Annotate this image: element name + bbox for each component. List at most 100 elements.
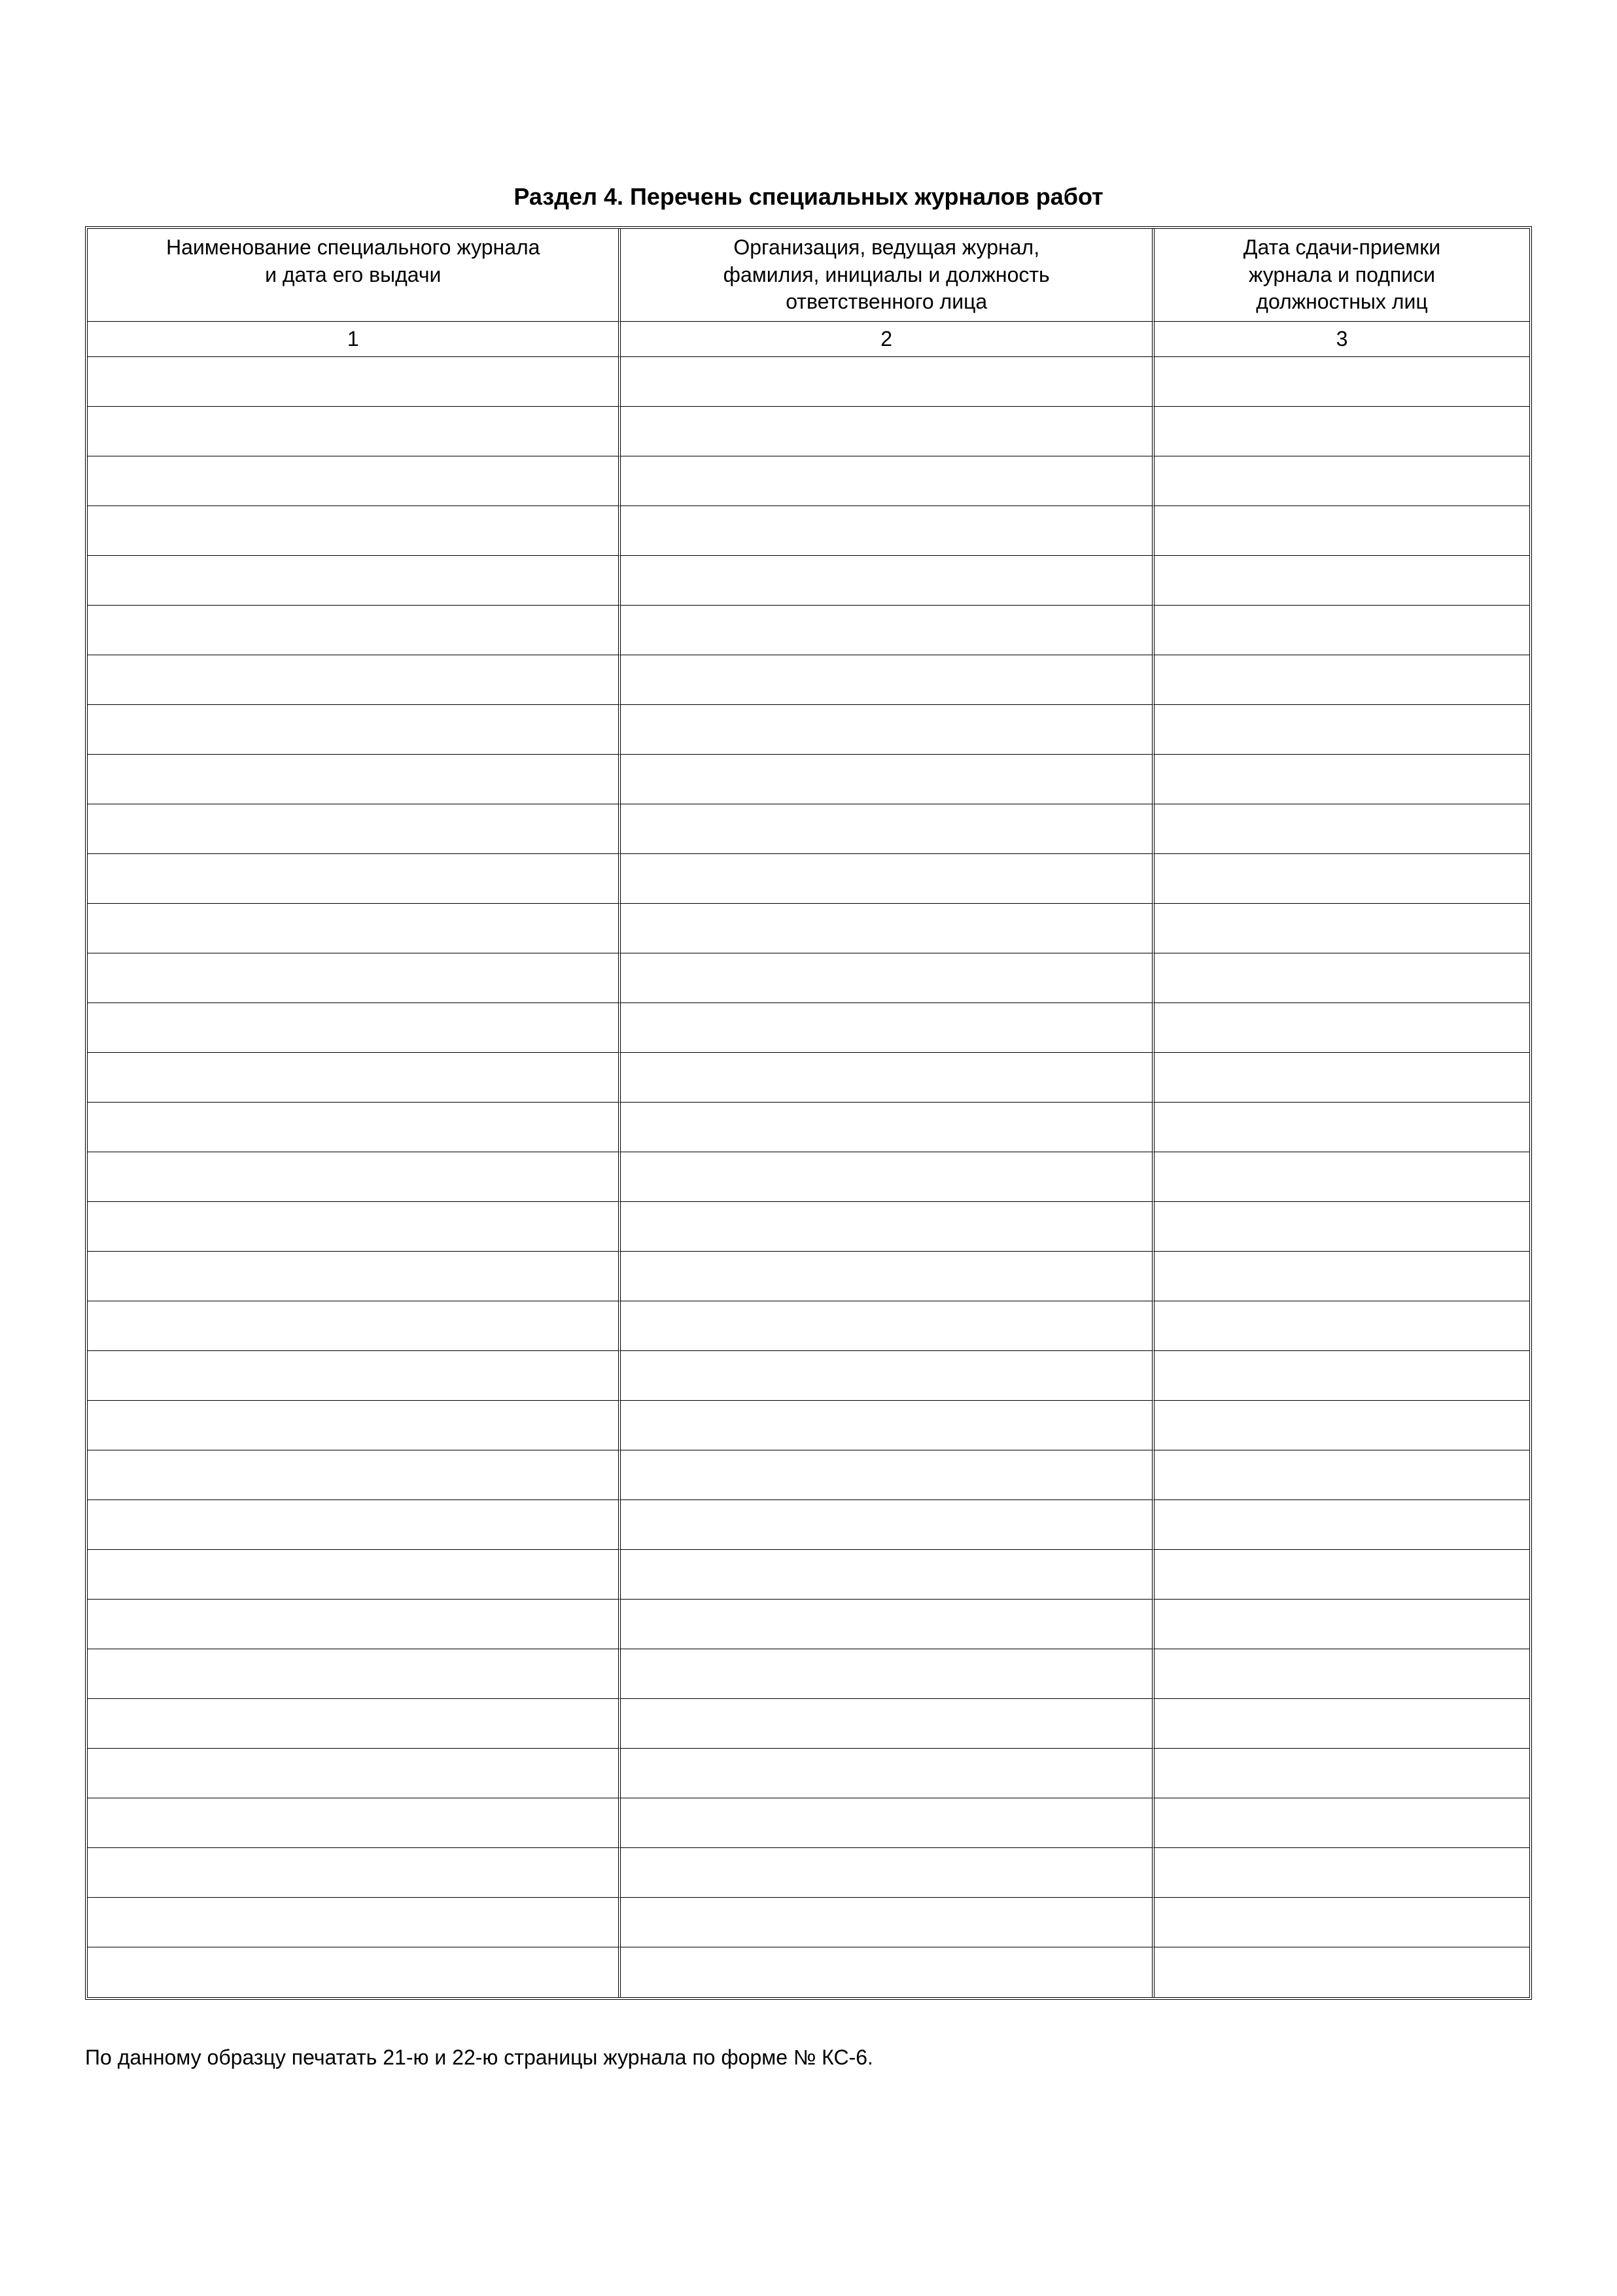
table-cell xyxy=(88,1699,621,1749)
footer-note: По данному образцу печатать 21-ю и 22-ю … xyxy=(85,2046,1532,2070)
table-cell xyxy=(621,1798,1154,1848)
table-cell xyxy=(88,1252,621,1301)
table-cell xyxy=(1155,1003,1529,1053)
table-row xyxy=(88,606,1529,655)
col-num-3: 3 xyxy=(1155,322,1529,357)
table-cell xyxy=(88,456,621,506)
table-row xyxy=(88,1749,1529,1798)
table-cell xyxy=(1155,1947,1529,1997)
table-cell xyxy=(1155,1152,1529,1202)
table-cell xyxy=(1155,1401,1529,1450)
table-row xyxy=(88,1301,1529,1351)
table-cell xyxy=(88,1898,621,1947)
table-cell xyxy=(88,705,621,755)
table-row xyxy=(88,854,1529,904)
table-cell xyxy=(1155,357,1529,407)
col-header-2-line1: Организация, ведущая журнал,фамилия, ини… xyxy=(723,235,1050,313)
table-cell xyxy=(1155,556,1529,606)
table-cell xyxy=(1155,1699,1529,1749)
table-row xyxy=(88,1600,1529,1649)
table-cell xyxy=(621,655,1154,705)
table-cell xyxy=(88,1798,621,1848)
table-cell xyxy=(1155,506,1529,556)
table-cell xyxy=(621,953,1154,1003)
table-cell xyxy=(621,755,1154,804)
table-cell xyxy=(621,1152,1154,1202)
table-cell xyxy=(621,506,1154,556)
table-cell xyxy=(88,953,621,1003)
table-cell xyxy=(1155,1898,1529,1947)
table-cell xyxy=(88,804,621,854)
col-header-2: Организация, ведущая журнал,фамилия, ини… xyxy=(621,229,1154,322)
table-cell xyxy=(621,854,1154,904)
table-cell xyxy=(1155,854,1529,904)
table-row xyxy=(88,1152,1529,1202)
table-cell xyxy=(88,904,621,953)
col-header-1-line1: Наименование специального журналаи дата … xyxy=(166,235,540,286)
journals-table: Наименование специального журналаи дата … xyxy=(85,226,1532,2000)
col-num-1: 1 xyxy=(88,322,621,357)
table-cell xyxy=(88,1301,621,1351)
table-row xyxy=(88,953,1529,1003)
table-cell xyxy=(621,1401,1154,1450)
table-row xyxy=(88,755,1529,804)
table-row xyxy=(88,456,1529,506)
col-header-3-line1: Дата сдачи-приемкижурнала и подписидолжн… xyxy=(1243,235,1440,313)
table-body xyxy=(88,357,1529,1997)
table-cell xyxy=(88,1152,621,1202)
table-row xyxy=(88,904,1529,953)
table-row xyxy=(88,1848,1529,1898)
table-cell xyxy=(621,456,1154,506)
table-cell xyxy=(1155,1053,1529,1103)
table-cell xyxy=(621,1600,1154,1649)
table-cell xyxy=(1155,606,1529,655)
table-cell xyxy=(1155,1649,1529,1699)
table-cell xyxy=(88,1103,621,1152)
table-row xyxy=(88,1450,1529,1500)
table-cell xyxy=(1155,407,1529,456)
table-cell xyxy=(1155,655,1529,705)
table-cell xyxy=(88,1450,621,1500)
table-cell xyxy=(621,357,1154,407)
table-cell xyxy=(1155,755,1529,804)
table-cell xyxy=(621,556,1154,606)
table-row xyxy=(88,1699,1529,1749)
table-cell xyxy=(88,854,621,904)
table-cell xyxy=(88,606,621,655)
table-cell xyxy=(621,1301,1154,1351)
table-cell xyxy=(88,1500,621,1550)
table-cell xyxy=(1155,1301,1529,1351)
table-cell xyxy=(621,904,1154,953)
table-cell xyxy=(88,1401,621,1450)
table-cell xyxy=(88,1649,621,1699)
table-row xyxy=(88,1053,1529,1103)
col-header-1: Наименование специального журналаи дата … xyxy=(88,229,621,322)
table-cell xyxy=(1155,953,1529,1003)
table-cell xyxy=(1155,904,1529,953)
table-row xyxy=(88,655,1529,705)
table-row xyxy=(88,1898,1529,1947)
table-cell xyxy=(621,1450,1154,1500)
table-row xyxy=(88,1103,1529,1152)
table-cell xyxy=(88,1351,621,1401)
table-cell xyxy=(88,1202,621,1252)
table-row xyxy=(88,1003,1529,1053)
table-cell xyxy=(88,755,621,804)
table-row xyxy=(88,357,1529,407)
table-cell xyxy=(88,1848,621,1898)
table-cell xyxy=(88,1947,621,1997)
table-cell xyxy=(88,655,621,705)
table-cell xyxy=(1155,456,1529,506)
table-cell xyxy=(1155,1749,1529,1798)
table-row xyxy=(88,1649,1529,1699)
table-cell xyxy=(1155,1550,1529,1600)
table-cell xyxy=(88,1003,621,1053)
table-row xyxy=(88,705,1529,755)
table-row xyxy=(88,1550,1529,1600)
table-cell xyxy=(88,1600,621,1649)
table-cell xyxy=(621,1500,1154,1550)
page-title: Раздел 4. Перечень специальных журналов … xyxy=(85,183,1532,211)
table-row xyxy=(88,1798,1529,1848)
table-cell xyxy=(621,1947,1154,1997)
table-cell xyxy=(621,1749,1154,1798)
